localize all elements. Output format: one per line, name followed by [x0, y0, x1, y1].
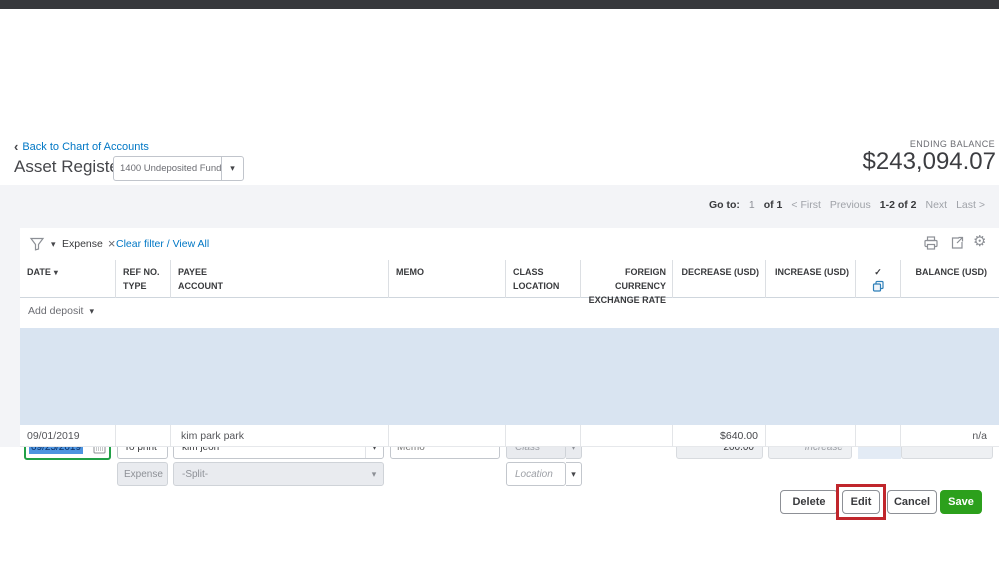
previous-page-link[interactable]: Previous [829, 199, 871, 211]
chevron-down-icon[interactable]: ▾ [221, 157, 243, 180]
column-header-refno-type: REF NO. TYPE [115, 260, 170, 298]
last-page-link[interactable]: Last > [956, 199, 985, 211]
type-field: Expense [117, 462, 168, 486]
filter-caret-icon[interactable]: ▾ [51, 239, 56, 249]
table-header-row: DATE ▾ REF NO. TYPE PAYEE ACCOUNT MEMO CLAS… [20, 260, 999, 305]
column-header-date[interactable]: DATE ▾ [20, 260, 115, 298]
first-page-link[interactable]: < First [791, 199, 821, 211]
remove-filter-icon[interactable]: × [107, 236, 116, 251]
row-memo [388, 425, 505, 447]
sort-caret-icon: ▾ [53, 268, 58, 277]
column-header-decrease: DECREASE (USD) [672, 260, 765, 298]
column-header-reconcile: ✓ [855, 260, 900, 298]
go-to-label: Go to: [708, 199, 740, 211]
column-header-class-location: CLASS LOCATION [505, 260, 580, 298]
print-icon[interactable] [923, 235, 939, 251]
account-selector[interactable]: 1400 Undeposited Funds ▾ [113, 156, 244, 181]
add-deposit-label: Add deposit [28, 305, 84, 317]
top-divider-bar [0, 0, 999, 9]
go-to-page-input[interactable]: 1 [748, 199, 755, 211]
register-panel: ▾ Expense × Clear filter / View All ⚙ DA… [20, 228, 999, 520]
transaction-edit-area: 09/25/2019 kim jeon ▾ Class ▾ 200.00 Inc… [20, 328, 999, 520]
next-page-link[interactable]: Next [925, 199, 948, 211]
row-payee: kim park park [170, 425, 388, 447]
row-reconcile [855, 425, 900, 447]
filter-funnel-icon[interactable] [29, 236, 45, 252]
location-dropdown-arrow[interactable]: ▾ [566, 462, 582, 486]
row-refno [115, 425, 170, 447]
column-header-balance: BALANCE (USD) [900, 260, 999, 298]
row-range-label: 1-2 of 2 [879, 199, 917, 211]
chevron-left-icon: ‹ [14, 139, 19, 154]
increase-placeholder: Increase [804, 441, 843, 453]
chevron-down-icon: ▾ [89, 305, 94, 316]
clear-filter-link[interactable]: Clear filter / View All [116, 238, 210, 250]
export-icon[interactable] [949, 235, 965, 251]
column-header-foreign-currency: FOREIGN CURRENCY EXCHANGE RATE [580, 260, 672, 305]
delete-button[interactable]: Delete [780, 490, 838, 514]
account-selector-value: 1400 Undeposited Funds [120, 163, 221, 174]
payee-value: kim jeon [182, 441, 220, 453]
ending-balance-label: ENDING BALANCE [909, 139, 995, 149]
row-foreign-currency [580, 425, 672, 447]
column-header-payee-account: PAYEE ACCOUNT [170, 260, 388, 298]
account-combobox: -Split- ▾ [173, 462, 384, 486]
ending-balance-value: $243,094.07 [862, 148, 996, 175]
gear-icon[interactable]: ⚙ [973, 233, 987, 250]
filter-chip-expense[interactable]: Expense × [62, 236, 116, 251]
back-to-chart-link[interactable]: ‹ Back to Chart of Accounts [14, 139, 149, 154]
location-combobox[interactable]: Location [506, 462, 566, 486]
chevron-down-icon: ▾ [371, 468, 377, 479]
column-header-memo: MEMO [388, 260, 505, 298]
back-link-label: Back to Chart of Accounts [22, 141, 149, 153]
page-title: Asset Register [14, 157, 125, 176]
row-increase [765, 425, 855, 447]
column-header-increase: INCREASE (USD) [765, 260, 855, 298]
class-placeholder: Class [515, 441, 541, 453]
table-row[interactable]: 09/01/2019 kim park park $640.00 n/a [20, 425, 999, 447]
save-button[interactable]: Save [940, 490, 982, 514]
pagination: Go to: 1 of 1 < First Previous 1-2 of 2 … [709, 199, 985, 211]
row-decrease: $640.00 [672, 425, 765, 447]
row-balance: n/a [900, 425, 999, 447]
copy-icon[interactable] [856, 280, 900, 293]
row-class [505, 425, 580, 447]
filter-chip-label: Expense [62, 238, 103, 250]
cancel-button[interactable]: Cancel [887, 490, 937, 514]
row-date: 09/01/2019 [27, 430, 80, 442]
edit-button[interactable]: Edit [842, 490, 880, 514]
check-icon: ✓ [874, 267, 882, 277]
add-deposit-dropdown[interactable]: Add deposit ▾ [28, 305, 94, 317]
location-placeholder: Location [515, 468, 553, 480]
account-value: -Split- [182, 468, 209, 480]
page-of-label: of 1 [763, 199, 783, 211]
